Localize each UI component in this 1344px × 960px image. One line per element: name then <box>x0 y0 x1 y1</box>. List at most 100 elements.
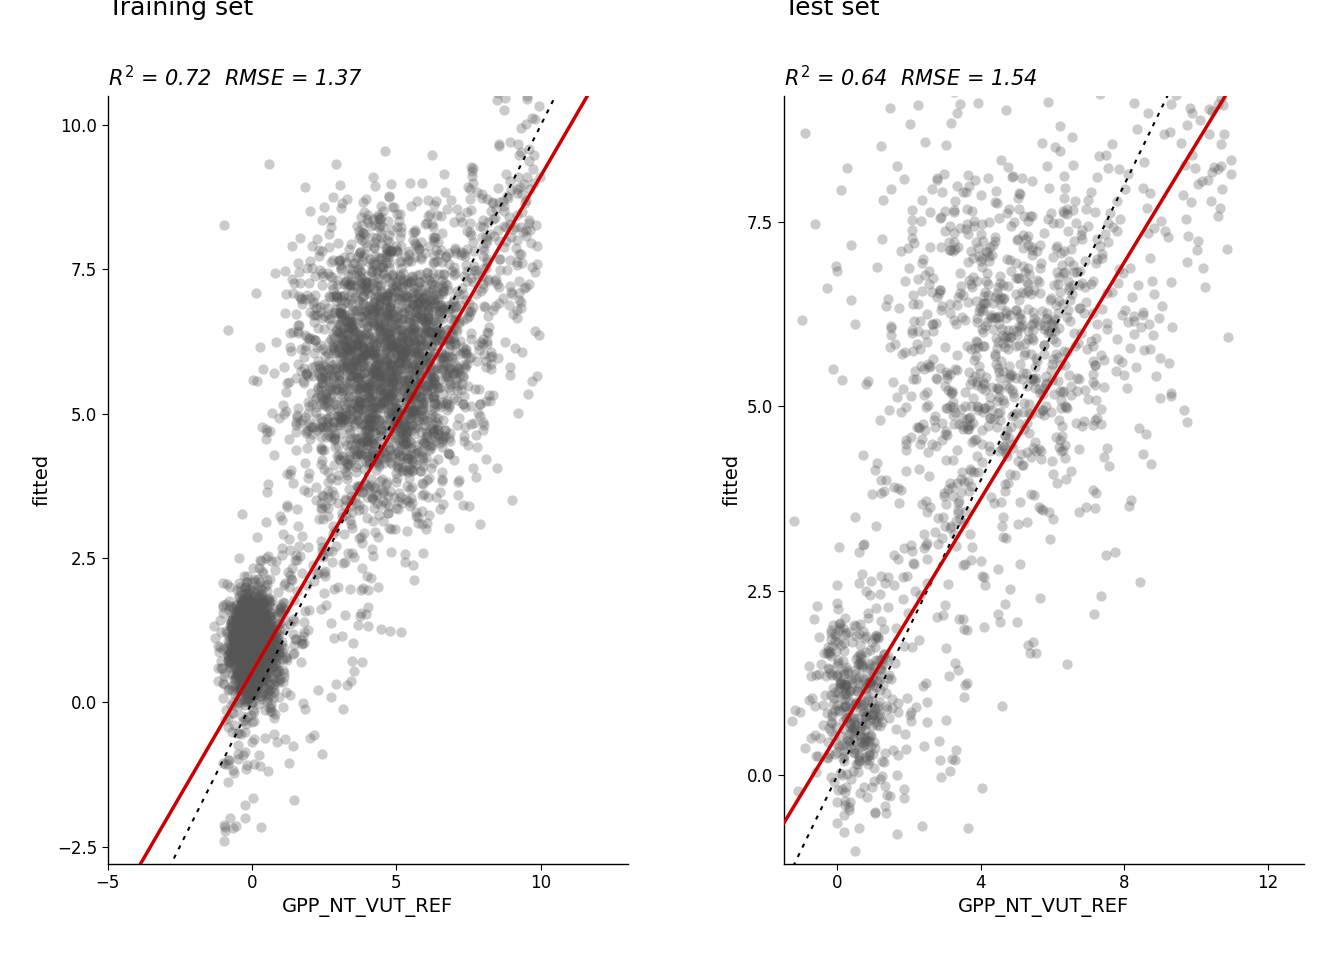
Point <box>228 638 250 654</box>
Point <box>984 347 1005 362</box>
Point <box>410 302 431 318</box>
Point <box>360 412 382 427</box>
Point <box>399 411 421 426</box>
Point <box>343 412 364 427</box>
Point <box>234 617 255 633</box>
Point <box>801 690 823 706</box>
Point <box>1070 228 1091 243</box>
Point <box>870 138 891 154</box>
Point <box>821 708 843 724</box>
Point <box>253 660 274 676</box>
Point <box>1019 396 1040 412</box>
Point <box>466 353 488 369</box>
Point <box>237 646 258 661</box>
Point <box>383 357 405 372</box>
Point <box>1013 396 1035 411</box>
Point <box>870 472 891 488</box>
Point <box>269 672 290 687</box>
Point <box>935 452 957 468</box>
Point <box>228 663 250 679</box>
Point <box>250 554 271 569</box>
Point <box>237 695 258 710</box>
Point <box>387 415 409 430</box>
Point <box>1009 306 1031 322</box>
Point <box>401 324 422 339</box>
Point <box>245 607 266 622</box>
Point <box>1176 0 1198 4</box>
Point <box>931 184 953 200</box>
Point <box>276 649 297 664</box>
Point <box>1024 282 1046 298</box>
Point <box>231 670 253 685</box>
Point <box>364 444 386 459</box>
Point <box>362 329 383 345</box>
Point <box>222 600 243 615</box>
Point <box>368 316 390 331</box>
Point <box>986 285 1008 300</box>
Point <box>344 354 366 370</box>
Point <box>239 601 261 616</box>
Point <box>1000 219 1021 234</box>
Point <box>234 662 255 678</box>
Point <box>415 423 437 439</box>
Point <box>874 483 895 498</box>
Point <box>380 296 402 311</box>
Point <box>899 708 921 723</box>
Point <box>219 653 241 668</box>
Point <box>356 280 378 296</box>
Point <box>1017 301 1039 317</box>
Point <box>243 674 265 689</box>
Point <box>413 352 434 368</box>
Point <box>277 375 298 391</box>
Point <box>353 525 375 540</box>
Point <box>427 418 449 433</box>
Point <box>991 353 1012 369</box>
Point <box>289 318 310 333</box>
Point <box>995 310 1016 325</box>
Point <box>339 343 360 358</box>
Point <box>387 402 409 418</box>
Point <box>388 342 410 357</box>
Point <box>329 418 351 433</box>
Point <box>263 710 285 726</box>
Point <box>345 362 367 377</box>
Point <box>396 276 418 292</box>
Point <box>977 245 999 260</box>
Point <box>316 367 337 382</box>
Point <box>243 623 265 638</box>
Point <box>986 196 1008 211</box>
Point <box>880 327 902 343</box>
Point <box>323 414 344 429</box>
Point <box>857 691 879 707</box>
Point <box>356 275 378 290</box>
Point <box>445 375 466 391</box>
Point <box>982 296 1004 311</box>
Point <box>429 396 450 412</box>
Point <box>349 302 371 318</box>
Point <box>857 733 879 749</box>
Point <box>859 744 880 759</box>
Point <box>219 636 241 651</box>
Point <box>234 639 255 655</box>
Point <box>249 624 270 639</box>
Point <box>242 662 263 678</box>
Point <box>480 204 501 219</box>
Point <box>973 339 995 354</box>
Point <box>1064 193 1086 208</box>
Point <box>1000 252 1021 268</box>
Point <box>341 516 363 531</box>
Point <box>254 660 276 675</box>
Point <box>237 601 258 616</box>
Point <box>1007 270 1028 285</box>
Point <box>935 137 957 153</box>
Point <box>1012 457 1034 472</box>
Point <box>866 652 887 667</box>
Point <box>1034 407 1055 422</box>
Point <box>386 439 407 454</box>
Point <box>414 304 435 320</box>
Point <box>331 336 352 351</box>
Point <box>487 276 508 292</box>
Point <box>434 357 456 372</box>
Point <box>837 160 859 176</box>
Point <box>237 677 258 692</box>
